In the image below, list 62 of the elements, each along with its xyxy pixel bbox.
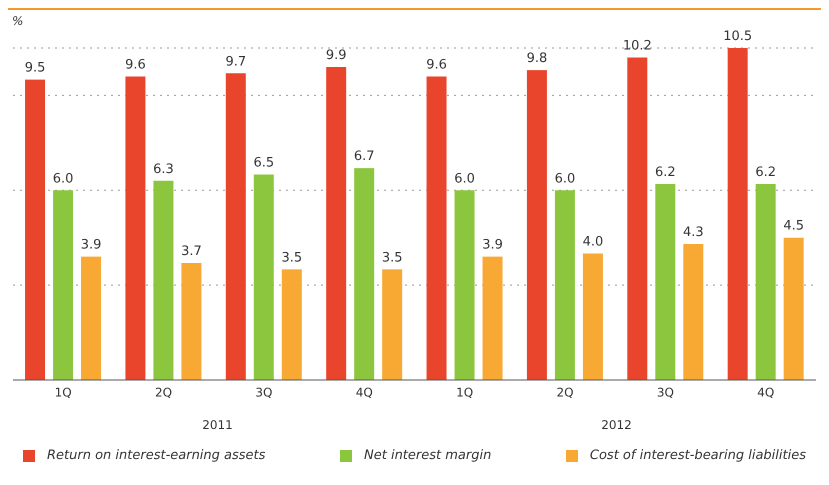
data-label: 9.6 [125,57,146,72]
data-label: 9.6 [426,57,447,72]
x-tick-label: 3Q [656,386,674,400]
data-label: 4.0 [582,234,604,250]
data-label: 6.5 [253,155,274,170]
bar [181,263,202,380]
data-label: 4.5 [783,218,804,234]
data-label: 10.5 [723,29,752,44]
bar [582,254,603,380]
bar [382,269,402,380]
legend-label: Cost of interest-bearing liabilities [588,448,806,463]
data-label: 9.8 [526,51,548,66]
legend-label: Net interest margin [363,448,492,463]
data-label: 6.0 [454,171,475,186]
bar [254,174,274,380]
x-tick-label: 4Q [757,386,774,400]
bar [627,57,648,380]
data-label: 10.2 [622,38,652,54]
data-label: 3.7 [181,244,202,260]
x-tick-label: 3Q [255,386,272,400]
bar [728,48,748,380]
data-label: 9.5 [24,60,46,76]
data-label: 3.9 [482,238,503,253]
bar [526,70,547,380]
bar [125,76,146,380]
y-axis-title: % [12,14,24,28]
text: 2011 [201,418,234,432]
bar [81,256,102,380]
text: 2012 [600,418,633,432]
bar [53,190,74,380]
data-label: 3.9 [80,238,102,253]
bar [482,256,503,380]
data-label: 6.3 [153,162,174,177]
data-label: 6.2 [755,164,776,180]
x-tick-label: 1Q [456,386,474,400]
data-label: 6.0 [52,171,74,186]
bar [426,76,447,380]
bar [153,180,174,380]
bar [282,269,302,380]
x-tick-label: 1Q [54,386,72,400]
bar [683,244,704,380]
data-label: 9.7 [225,54,246,70]
bar [454,190,475,380]
bar [554,190,575,380]
data-label: 9.9 [326,48,347,63]
data-label: 4.3 [682,225,704,240]
bar [354,168,374,380]
x-tick-label: 4Q [356,386,373,400]
x-tick-label: 2Q [556,386,574,400]
bar [655,184,676,380]
x-tick-label: 2Q [155,386,172,400]
bar [756,184,776,380]
bar [784,238,804,380]
data-label: 6.7 [354,149,375,164]
data-label: 3.5 [382,250,403,266]
bar [226,73,246,380]
bar [326,66,346,380]
data-label: 3.5 [281,250,302,266]
legend-label: Return on interest-earning assets [46,448,266,463]
bar [25,80,46,380]
data-label: 6.0 [554,171,576,186]
data-label: 6.2 [654,164,676,180]
